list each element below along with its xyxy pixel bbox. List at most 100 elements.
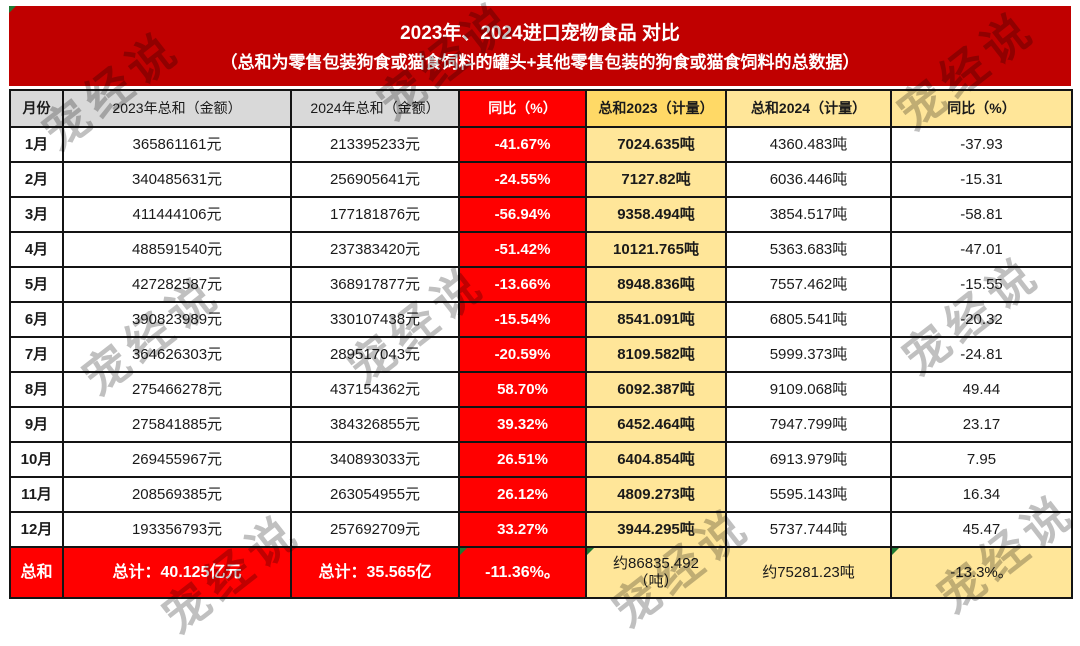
yoy-amount-cell: -13.66% [460,268,585,301]
error-marker-triangle [892,548,899,555]
cell-value: -15.55 [960,275,1003,293]
qty-2023-cell: 4809.273吨 [587,478,725,511]
qty-2023-cell: 8948.836吨 [587,268,725,301]
error-marker-triangle [9,6,16,13]
month-cell: 9月 [11,408,62,441]
yoy-amount-cell: -41.67% [460,128,585,161]
yoy-qty-cell: -20.32 [892,303,1071,336]
cell-value: 7月 [24,345,49,363]
cell-value: 193356793元 [131,520,223,538]
cell-value: 9月 [24,415,49,433]
total-amount-2023-cell: 总计：40.125亿元 [64,548,290,597]
cell-value: 7.95 [966,450,997,468]
cell-value: 12月 [20,520,53,538]
yoy-qty-cell: 49.44 [892,373,1071,406]
amount-2023-cell: 365861161元 [64,128,290,161]
amount-2023-cell: 488591540元 [64,233,290,266]
yoy-qty-cell: -58.81 [892,198,1071,231]
cell-value: 411444106元 [132,205,222,223]
amount-2023-cell: 275466278元 [64,373,290,406]
qty-2024-cell: 4360.483吨 [727,128,890,161]
cell-value: 6036.446吨 [769,170,848,188]
qty-2024-cell: 5737.744吨 [727,513,890,546]
yoy-amount-cell: -56.94% [460,198,585,231]
cell-value: 390823989元 [131,310,223,328]
total-qty-2024-cell: 约75281.23吨 [727,548,890,597]
cell-value: 275841885元 [131,415,223,433]
yoy-amount-cell: -15.54% [460,303,585,336]
month-cell: 4月 [11,233,62,266]
month-cell: 12月 [11,513,62,546]
amount-2024-cell: 437154362元 [292,373,458,406]
amount-2023-cell: 390823989元 [64,303,290,336]
column-header-amount-2023: 2023年总和（金额） [64,91,290,126]
amount-2024-cell: 237383420元 [292,233,458,266]
cell-value: 8541.091吨 [617,310,695,328]
amount-2023-cell: 193356793元 [64,513,290,546]
error-marker-triangle [587,548,594,555]
cell-value: -13.66% [494,275,551,293]
cell-value: 45.47 [962,520,1001,538]
cell-value: 427282587元 [131,275,223,293]
cell-value: 330107438元 [329,310,421,328]
amount-2024-cell: 177181876元 [292,198,458,231]
cell-value: -24.81 [960,345,1003,363]
cell-value: 26.51% [497,450,548,468]
cell-value: 2月 [24,170,49,188]
month-cell: 2月 [11,163,62,196]
comparison-table: 月份 2023年总和（金额） 2024年总和（金额） 同比（%） 总和2023（… [9,89,1073,599]
page-subtitle: （总和为零售包装狗食或猫食饲料的罐头+其他零售包装的狗食或猫食饲料的总数据） [220,53,860,73]
cell-value: 6805.541吨 [769,310,848,328]
column-header-yoy-amount: 同比（%） [460,91,585,126]
cell-value: -37.93 [960,135,1003,153]
cell-value: 7024.635吨 [617,135,695,153]
amount-2023-cell: 411444106元 [64,198,290,231]
cell-value: 7557.462吨 [769,275,848,293]
amount-2023-cell: 208569385元 [64,478,290,511]
cell-value: -47.01 [960,240,1003,258]
title-banner: 2023年、2024进口宠物食品 对比 （总和为零售包装狗食或猫食饲料的罐头+其… [9,6,1071,86]
month-cell: 6月 [11,303,62,336]
qty-2024-cell: 3854.517吨 [727,198,890,231]
cell-value: 7127.82吨 [621,170,691,188]
yoy-qty-cell: 16.34 [892,478,1071,511]
amount-2024-cell: 340893033元 [292,443,458,476]
yoy-qty-cell: 7.95 [892,443,1071,476]
qty-2023-cell: 7024.635吨 [587,128,725,161]
qty-2023-cell: 9358.494吨 [587,198,725,231]
cell-value: 16.34 [962,485,1001,503]
cell-value: 5999.373吨 [769,345,848,363]
cell-value: 6092.387吨 [617,380,695,398]
qty-2023-cell: 7127.82吨 [587,163,725,196]
column-header-yoy-qty: 同比（%） [892,91,1071,126]
month-cell: 11月 [11,478,62,511]
cell-value: 总计：35.565亿 [318,563,432,581]
yoy-amount-cell: -51.42% [460,233,585,266]
qty-2024-cell: 5595.143吨 [727,478,890,511]
cell-value: 6913.979吨 [769,450,848,468]
amount-2023-cell: 275841885元 [64,408,290,441]
total-yoy-amount-cell: -11.36%。 [460,548,585,597]
cell-value: 4月 [24,240,49,258]
cell-value: 368917877元 [329,275,421,293]
yoy-amount-cell: 58.70% [460,373,585,406]
qty-2023-cell: 10121.765吨 [587,233,725,266]
month-cell: 7月 [11,338,62,371]
cell-value: 6404.854吨 [617,450,695,468]
cell-value: 10月 [20,450,53,468]
cell-value: 约75281.23吨 [762,563,855,581]
month-cell: 3月 [11,198,62,231]
cell-value: 275466278元 [131,380,223,398]
cell-value: 3854.517吨 [769,205,848,223]
cell-value: 4809.273吨 [617,485,695,503]
qty-2024-cell: 7947.799吨 [727,408,890,441]
qty-2023-cell: 6092.387吨 [587,373,725,406]
cell-value: -15.54% [494,310,551,328]
cell-value: 257692709元 [329,520,421,538]
yoy-amount-cell: -24.55% [460,163,585,196]
cell-value: 340893033元 [329,450,421,468]
yoy-qty-cell: -24.81 [892,338,1071,371]
total-amount-2024-cell: 总计：35.565亿 [292,548,458,597]
cell-value: 289517043元 [329,345,421,363]
column-header-qty-2024: 总和2024（计量） [727,91,890,126]
